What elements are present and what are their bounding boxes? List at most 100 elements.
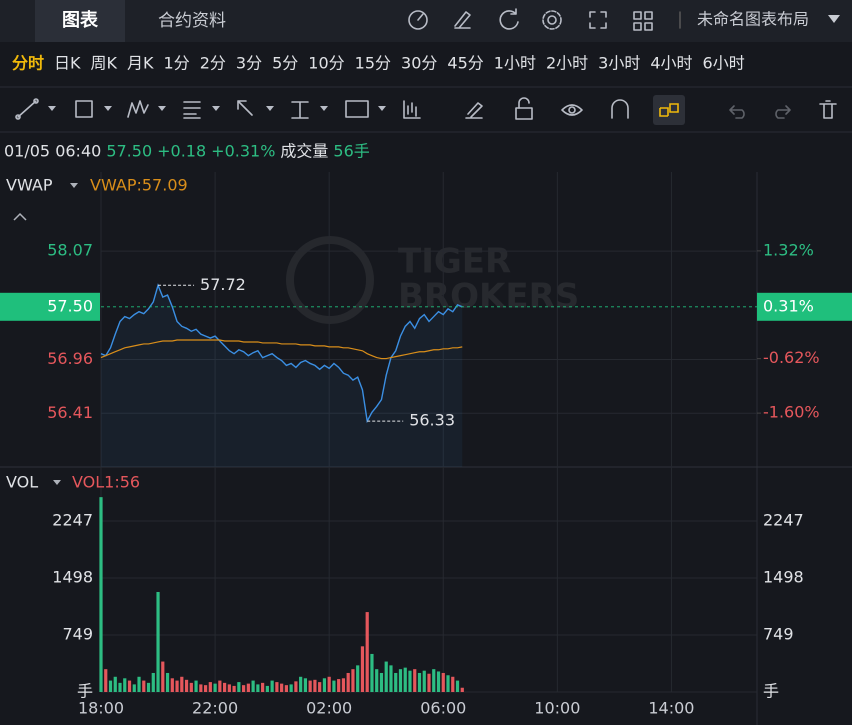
low-label: 56.33 — [409, 411, 455, 430]
interval[interactable]: 15分 — [355, 54, 391, 73]
volume-bar — [417, 672, 422, 692]
y-tick-label: 749 — [62, 624, 93, 643]
volume-bar — [142, 680, 146, 692]
interval[interactable]: 2分 — [200, 54, 226, 73]
interval[interactable]: 2小时 — [546, 54, 588, 73]
tab[interactable]: 图表 — [62, 9, 99, 31]
volume-bar — [303, 678, 308, 692]
interval[interactable]: 4小时 — [650, 54, 692, 73]
volume-bar — [318, 682, 322, 692]
volume-bar — [184, 679, 189, 692]
volume-bar — [446, 675, 450, 692]
interval[interactable]: 月K — [127, 54, 154, 73]
interval[interactable]: 1小时 — [494, 54, 536, 73]
volume-bar — [322, 678, 327, 692]
dropdown-arrow[interactable] — [828, 15, 840, 23]
volume-bar — [332, 680, 336, 692]
legend-dropdown[interactable] — [70, 183, 78, 188]
volume-bar — [194, 680, 198, 692]
volume-bar — [275, 682, 279, 692]
volume-bar — [213, 683, 217, 692]
x-tick-label: 06:00 — [420, 699, 466, 718]
interval[interactable]: 5分 — [272, 54, 298, 73]
tool-dropdowns[interactable] — [48, 106, 386, 111]
volume-bar — [170, 678, 174, 692]
y-tick-label: 56.41 — [47, 403, 93, 422]
volume-bar — [441, 672, 445, 692]
volume-bar — [408, 670, 412, 692]
volume-bar — [460, 687, 464, 692]
volume-bar — [299, 676, 303, 692]
magnet-icon[interactable] — [659, 103, 679, 117]
current-price-tag — [0, 292, 100, 321]
interval[interactable]: 周K — [91, 54, 118, 73]
volume-bar — [256, 684, 260, 692]
active-tool-bg[interactable] — [653, 95, 685, 125]
interval[interactable]: 6小时 — [703, 54, 745, 73]
volume-bar — [398, 669, 403, 692]
volume-bar — [156, 591, 160, 692]
volume-bar — [265, 685, 269, 692]
interval[interactable]: 3小时 — [598, 54, 640, 73]
volume-bar — [422, 670, 426, 692]
volume-bar — [455, 680, 460, 692]
volume-bar — [284, 685, 288, 692]
y-tick-label: 58.07 — [47, 241, 93, 260]
volume-bar — [394, 672, 398, 692]
volume-bar — [403, 667, 407, 692]
volume-bar — [261, 682, 265, 692]
volume-bar — [123, 678, 127, 692]
volume-bar — [232, 685, 236, 692]
volume-bar — [108, 680, 113, 692]
volume-bar — [270, 680, 274, 692]
volume-bar — [389, 665, 393, 692]
y-tick-label: 56.96 — [47, 349, 93, 368]
layout-name[interactable]: 未命名图表布局 — [697, 10, 809, 29]
price-area — [101, 285, 463, 467]
volume-bar — [327, 676, 331, 692]
legend-dropdown[interactable] — [53, 480, 61, 485]
interval[interactable]: 3分 — [236, 54, 262, 73]
interval[interactable]: 1分 — [164, 54, 190, 73]
y-tick-label-right: 749 — [763, 624, 794, 643]
collapse-icon[interactable] — [13, 212, 27, 221]
legend-value: VWAP:57.09 — [90, 176, 188, 195]
interval[interactable]: 日K — [54, 54, 81, 73]
tab[interactable]: 合约资料 — [158, 11, 226, 31]
volume-bar — [99, 497, 103, 692]
top-icons[interactable] — [408, 8, 681, 31]
volume-bar — [280, 683, 284, 692]
volume-bar — [203, 685, 208, 692]
legend-indicator[interactable]: VWAP — [6, 176, 53, 195]
current-price-label: 57.50 — [47, 296, 93, 315]
interval[interactable]: 45分 — [447, 54, 483, 73]
volume-bar — [175, 680, 179, 692]
legend-indicator[interactable]: VOL — [6, 473, 38, 492]
volume-bar — [242, 685, 246, 692]
volume-bar — [104, 669, 108, 692]
toolbar[interactable] — [15, 97, 837, 120]
volume-bar — [356, 665, 360, 692]
volume-bar — [180, 676, 184, 692]
volume-bar — [337, 679, 341, 692]
volume-bar — [360, 646, 365, 692]
interval[interactable]: 分时 — [12, 54, 44, 73]
volume-bar — [113, 676, 117, 692]
volume-bar — [413, 669, 417, 692]
volume-bar — [227, 684, 231, 692]
volume-bar — [165, 672, 170, 692]
intervals: 分时 日K 周K 月K 1分 2分 3分 5分 10分 15分 30分 45分 1小时 2小时 3小时 4小时… — [12, 54, 745, 73]
info-volume-label: 成交量 — [280, 142, 328, 161]
volume-bar — [218, 680, 222, 692]
volume-bar — [151, 672, 155, 692]
interval[interactable]: 10分 — [308, 54, 344, 73]
x-tick-label: 18:00 — [78, 699, 124, 718]
volume-bar — [137, 676, 141, 692]
volume-bar — [161, 661, 165, 692]
current-pct-label: 0.31% — [763, 296, 814, 315]
volume-bar — [199, 684, 203, 692]
vwap-line — [100, 339, 463, 360]
interval[interactable]: 30分 — [401, 54, 437, 73]
